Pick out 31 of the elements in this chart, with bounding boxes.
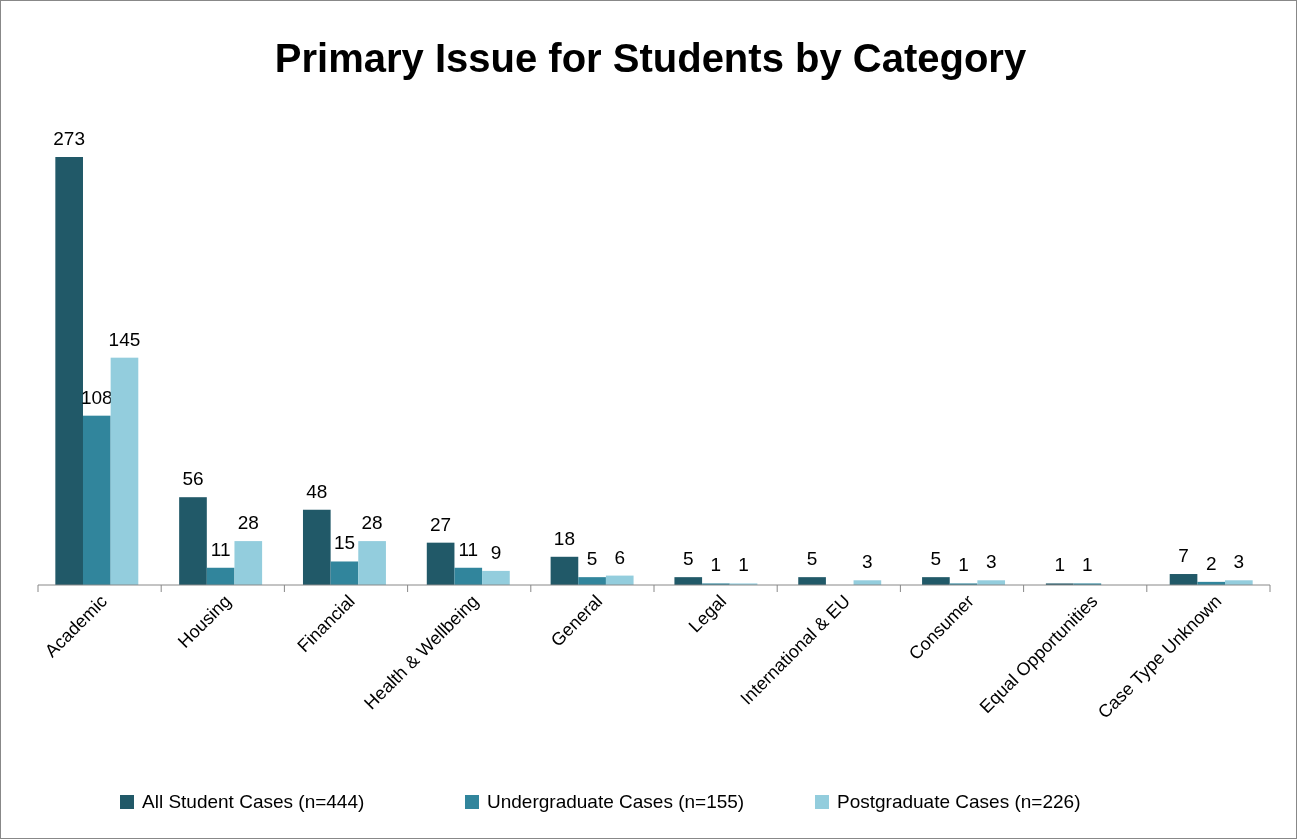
data-label: 1 <box>738 554 749 576</box>
data-label: 5 <box>930 548 942 570</box>
data-label: 1 <box>1082 554 1093 576</box>
data-label: 6 <box>614 546 626 568</box>
data-label: 11 <box>210 538 231 560</box>
data-label: 18 <box>553 527 576 549</box>
data-label: 5 <box>682 548 694 570</box>
data-label: 145 <box>108 328 141 350</box>
chart-title: Primary Issue for Students by Category <box>274 36 1027 80</box>
data-label: 1 <box>710 554 722 576</box>
data-label: 28 <box>237 512 259 534</box>
data-label: 1 <box>958 554 969 576</box>
data-label: 1 <box>1054 554 1065 576</box>
data-label: 5 <box>586 548 598 570</box>
data-label: 27 <box>430 513 452 535</box>
data-label: 9 <box>490 541 502 563</box>
data-label: 2 <box>1205 552 1217 574</box>
legend-label: All Student Cases (n=444) <box>142 791 365 813</box>
data-label: 3 <box>862 551 873 573</box>
data-label: 3 <box>985 551 997 573</box>
data-label: 7 <box>1178 545 1189 567</box>
data-label: 28 <box>361 512 383 534</box>
legend-label: Postgraduate Cases (n=226) <box>837 791 1081 813</box>
data-label: 48 <box>306 480 328 502</box>
data-label: 56 <box>182 468 204 490</box>
data-label: 5 <box>806 548 818 570</box>
legend-label: Undergraduate Cases (n=155) <box>487 791 745 813</box>
data-label: 15 <box>333 532 356 554</box>
data-label: 273 <box>53 128 86 149</box>
data-label: 3 <box>1233 551 1245 573</box>
data-label: 11 <box>458 538 479 560</box>
